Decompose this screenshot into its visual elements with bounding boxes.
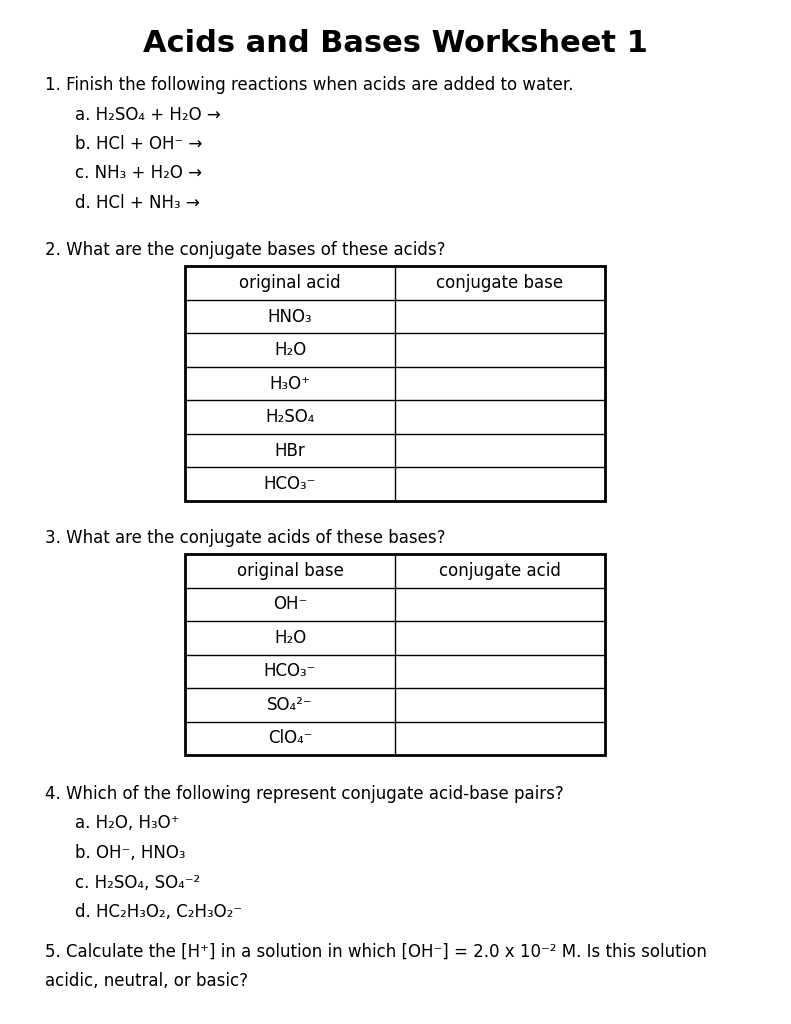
Text: Acids and Bases Worksheet 1: Acids and Bases Worksheet 1 — [143, 29, 648, 58]
Text: H₂O: H₂O — [274, 341, 306, 359]
Text: HNO₃: HNO₃ — [267, 308, 312, 326]
Bar — [185, 266, 605, 501]
Text: H₂O: H₂O — [274, 629, 306, 647]
Text: 1. Finish the following reactions when acids are added to water.: 1. Finish the following reactions when a… — [45, 76, 573, 94]
Text: b. OH⁻, HNO₃: b. OH⁻, HNO₃ — [75, 844, 186, 862]
Text: OH⁻: OH⁻ — [273, 595, 307, 613]
Text: original acid: original acid — [239, 274, 341, 292]
Text: HCO₃⁻: HCO₃⁻ — [264, 663, 316, 680]
Text: a. H₂SO₄ + H₂O →: a. H₂SO₄ + H₂O → — [75, 105, 221, 124]
Text: c. H₂SO₄, SO₄⁻²: c. H₂SO₄, SO₄⁻² — [75, 873, 200, 892]
Text: a. H₂O, H₃O⁺: a. H₂O, H₃O⁺ — [75, 814, 180, 833]
Text: ClO₄⁻: ClO₄⁻ — [267, 729, 312, 748]
Text: acidic, neutral, or basic?: acidic, neutral, or basic? — [45, 972, 248, 990]
Text: 3. What are the conjugate acids of these bases?: 3. What are the conjugate acids of these… — [45, 529, 445, 547]
Text: H₃O⁺: H₃O⁺ — [270, 375, 311, 393]
Text: conjugate acid: conjugate acid — [439, 562, 561, 580]
Text: conjugate base: conjugate base — [437, 274, 563, 292]
Text: 4. Which of the following represent conjugate acid-base pairs?: 4. Which of the following represent conj… — [45, 785, 564, 803]
Bar — [185, 554, 605, 755]
Text: H₂SO₄: H₂SO₄ — [265, 409, 315, 426]
Text: b. HCl + OH⁻ →: b. HCl + OH⁻ → — [75, 135, 202, 153]
Text: SO₄²⁻: SO₄²⁻ — [267, 695, 312, 714]
Text: 5. Calculate the [H⁺] in a solution in which [OH⁻] = 2.0 x 10⁻² M. Is this solut: 5. Calculate the [H⁺] in a solution in w… — [45, 942, 707, 961]
Text: d. HCl + NH₃ →: d. HCl + NH₃ → — [75, 194, 200, 212]
Text: 2. What are the conjugate bases of these acids?: 2. What are the conjugate bases of these… — [45, 242, 445, 259]
Text: d. HC₂H₃O₂, C₂H₃O₂⁻: d. HC₂H₃O₂, C₂H₃O₂⁻ — [75, 903, 242, 921]
Text: c. NH₃ + H₂O →: c. NH₃ + H₂O → — [75, 165, 202, 182]
Text: HCO₃⁻: HCO₃⁻ — [264, 475, 316, 494]
Text: HBr: HBr — [274, 441, 305, 460]
Text: original base: original base — [237, 562, 343, 580]
